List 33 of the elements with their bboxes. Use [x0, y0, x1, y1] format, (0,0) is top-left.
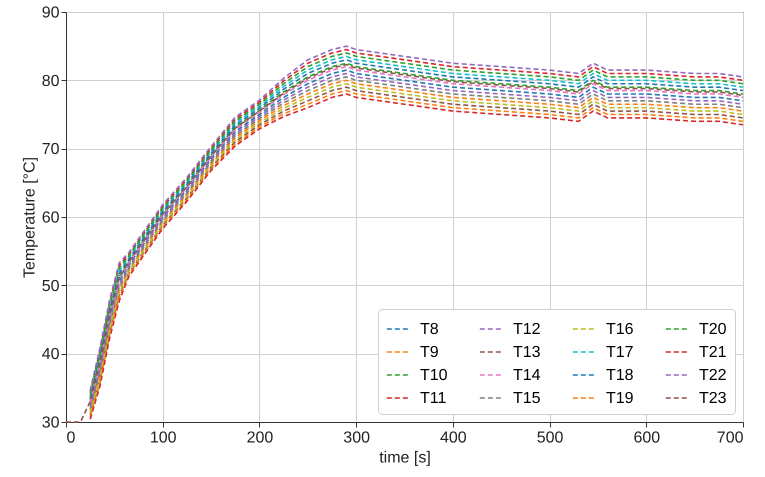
- x-tick-label: 100: [150, 430, 177, 446]
- x-tick-label: 0: [66, 430, 76, 446]
- legend-label: T20: [699, 321, 727, 338]
- legend-label: T14: [513, 367, 541, 384]
- legend-label: T23: [699, 390, 727, 407]
- y-tick-label: 90: [42, 4, 60, 22]
- y-tick-label: 30: [42, 414, 60, 432]
- legend-label: T17: [606, 344, 634, 361]
- y-tick-label: 40: [42, 346, 60, 364]
- x-tick-label: 300: [343, 430, 370, 446]
- legend-label: T15: [513, 390, 541, 407]
- legend-label: T11: [420, 390, 446, 407]
- legend-label: T10: [420, 367, 448, 384]
- legend-label: T8: [420, 321, 439, 338]
- y-tick-label: 70: [42, 141, 60, 158]
- x-tick-label: 400: [440, 430, 467, 446]
- y-tick-label: 80: [42, 72, 60, 90]
- legend-label: T12: [513, 321, 541, 338]
- x-tick-label: 500: [536, 430, 564, 446]
- x-tick-label: 600: [633, 430, 660, 446]
- y-axis-title: Temperature [°C]: [22, 156, 39, 278]
- legend-label: T22: [699, 367, 727, 384]
- legend-label: T9: [420, 344, 439, 361]
- x-tick-label: 700: [716, 430, 744, 446]
- legend-label: T13: [513, 344, 541, 361]
- y-tick-label: 60: [42, 210, 60, 226]
- legend-label: T16: [606, 321, 634, 338]
- x-axis-title: time [s]: [379, 450, 431, 466]
- legend-label: T21: [699, 344, 727, 361]
- legend-label: T18: [606, 367, 634, 384]
- x-tick-label: 200: [246, 430, 274, 446]
- y-tick-label: 50: [42, 278, 60, 295]
- legend-label: T19: [606, 390, 634, 407]
